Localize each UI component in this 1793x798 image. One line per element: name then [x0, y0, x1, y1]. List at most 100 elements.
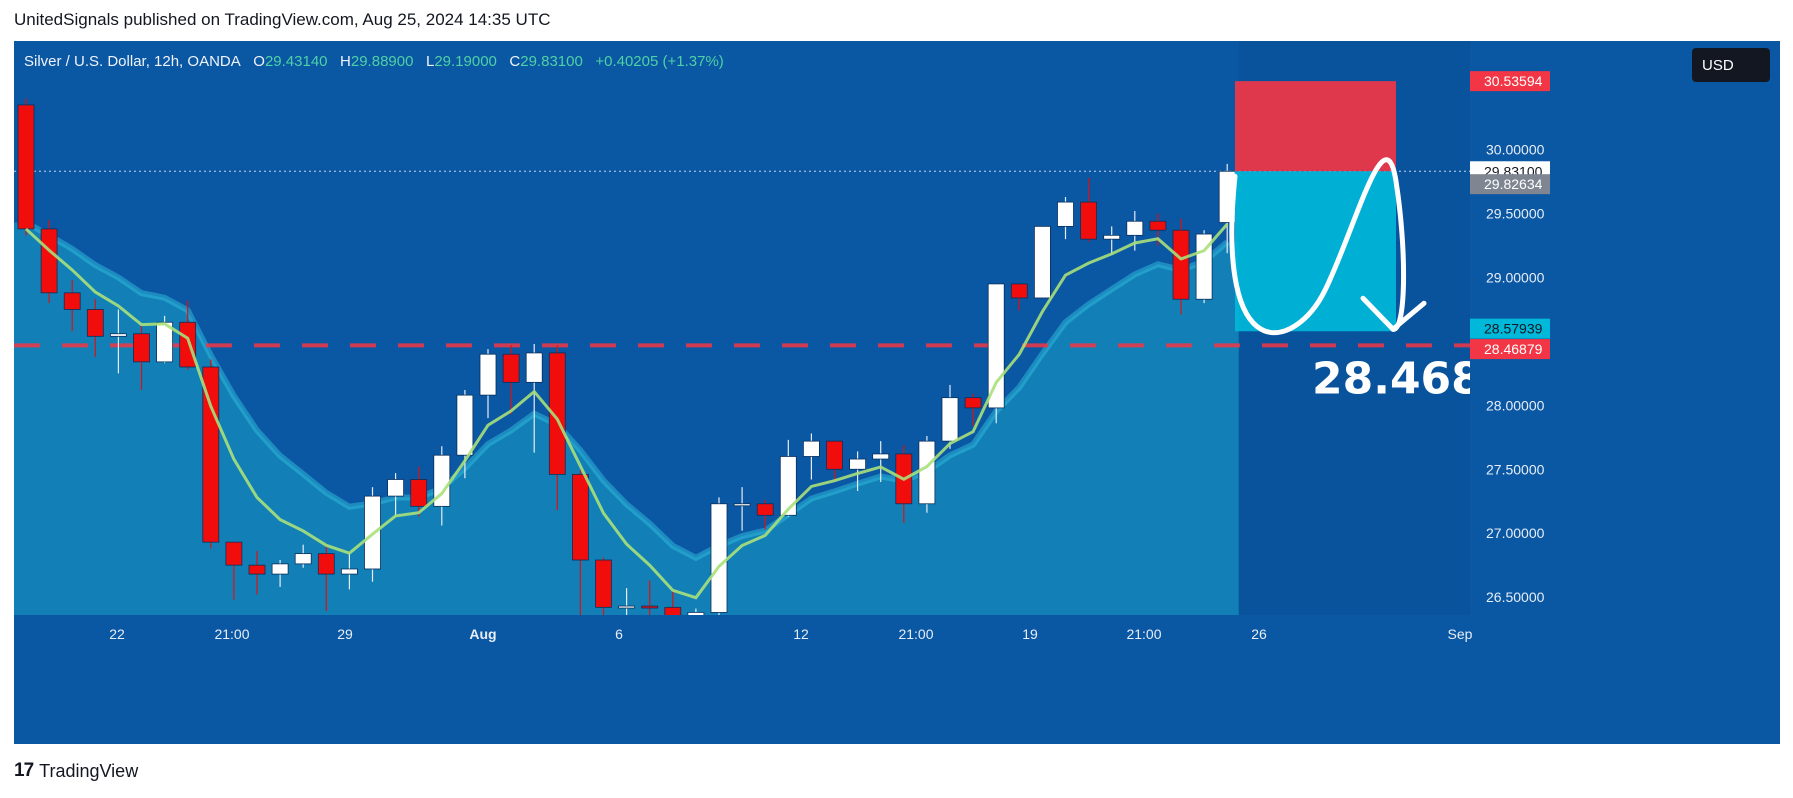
time-tick-label: 12: [793, 626, 809, 642]
candle-up: [156, 321, 174, 363]
candle-up: [525, 352, 543, 383]
price-tick-label: 27.50000: [1486, 461, 1545, 477]
time-tick-label: 21:00: [214, 626, 249, 642]
candle-up: [1103, 234, 1121, 240]
candle-down: [1149, 220, 1167, 231]
candle-down: [595, 559, 612, 608]
time-tick-label: 26: [1251, 626, 1267, 642]
candle-down: [572, 473, 589, 561]
price-tick-label: 29.50000: [1486, 206, 1545, 222]
trade-setup: 28.468: [1229, 81, 1482, 405]
candle-down: [502, 353, 520, 383]
candle-down: [548, 352, 566, 475]
target-annotation: 28.468: [1312, 354, 1482, 405]
candle-up: [618, 605, 635, 609]
candle-down: [964, 397, 982, 409]
price-tick-label: 28.00000: [1486, 397, 1545, 413]
ema-price-tag-bg: [1470, 174, 1550, 195]
candle-up: [733, 503, 751, 507]
price-tick-label: 27.00000: [1486, 525, 1545, 541]
candle-up: [918, 440, 936, 505]
candle-up: [294, 553, 312, 565]
ema-price-tag: 29.82634: [1484, 176, 1543, 192]
symbol-name: Silver / U.S. Dollar, 12h, OANDA: [24, 53, 241, 70]
candle-down: [317, 553, 335, 575]
time-tick-label: Sep: [1448, 626, 1473, 642]
open-label: O: [253, 53, 265, 70]
ema-path: [24, 223, 1229, 600]
candle-up: [872, 453, 890, 460]
candle-up: [110, 333, 127, 337]
candle-up: [1195, 233, 1213, 300]
time-tick-label: 6: [615, 626, 623, 642]
chart-pane[interactable]: 28.468 30.00000 29.50000 29.00000 28.00000 2…: [14, 41, 1780, 744]
high-label: H: [340, 53, 351, 70]
candle-down: [17, 104, 35, 230]
candle-down: [410, 479, 428, 507]
change-value: +0.40205 (+1.37%): [595, 53, 724, 70]
candle-down: [1010, 283, 1028, 299]
candle-up: [340, 568, 358, 575]
support-level-line: [14, 170, 1470, 348]
close-label: C: [509, 53, 521, 70]
price-axis: 30.00000 29.50000 29.00000 28.00000 27.50000…: [1470, 41, 1780, 665]
stop-price-tag: 30.53594: [1484, 73, 1543, 89]
candle-down: [641, 605, 659, 609]
candle-down: [202, 366, 220, 543]
price-tick-label: 30.00000: [1486, 142, 1545, 158]
candle-down: [63, 292, 81, 310]
publish-caption: UnitedSignals published on TradingView.c…: [14, 10, 551, 29]
time-axis-bg: [14, 615, 1780, 744]
band-line: [24, 219, 1230, 562]
band-fill: [14, 222, 1239, 615]
candle-up: [1057, 201, 1074, 227]
band-line-path: [24, 219, 1230, 562]
ema-line: [24, 223, 1229, 600]
candle-down: [826, 440, 843, 470]
candle-down: [133, 333, 150, 363]
candle-up: [710, 503, 728, 613]
close-value: 29.83100: [520, 53, 583, 70]
stop-loss-zone: [1235, 81, 1396, 172]
low-label: L: [425, 53, 435, 70]
candle-down: [40, 228, 58, 294]
candle-up: [479, 353, 497, 396]
symbol-legend: Silver / U.S. Dollar, 12h, OANDA O29.431…: [24, 53, 724, 70]
candle-down: [248, 564, 266, 575]
time-tick-label: 21:00: [1126, 626, 1161, 642]
stop-price-tag-bg: [1470, 71, 1550, 92]
footer-brand: TradingView: [39, 760, 139, 781]
candle-down: [86, 309, 104, 337]
price-tick-label: 29.00000: [1486, 270, 1545, 286]
candle-down: [1172, 229, 1190, 300]
candle-up: [987, 283, 1005, 409]
high-value: 29.88900: [350, 53, 414, 70]
candle-up: [1034, 225, 1051, 299]
candle-up: [849, 458, 866, 470]
candle-down: [1080, 201, 1097, 240]
target-price-tag: 28.57939: [1484, 321, 1543, 337]
candle-down: [756, 503, 774, 516]
footer: 17 TradingView: [14, 760, 138, 782]
candle-up: [456, 394, 474, 456]
open-value: 29.43140: [264, 53, 328, 70]
price-tick-label: 26.50000: [1486, 589, 1545, 605]
tradingview-logo-icon: 17: [14, 760, 34, 781]
time-tick-label: 19: [1022, 626, 1038, 642]
candle-down: [225, 541, 243, 566]
candle-up: [271, 563, 289, 575]
time-tick-label: 22: [109, 626, 125, 642]
target-price-tag-bg: [1470, 318, 1550, 339]
candle-up: [941, 397, 959, 442]
candle-up: [803, 440, 820, 457]
candle-up: [387, 479, 405, 497]
price-chart[interactable]: 28.468 30.00000 29.50000 29.00000 28.00000 2…: [14, 41, 1780, 744]
projection-path: [1229, 157, 1407, 336]
candle-up: [1126, 220, 1144, 236]
candle-down: [179, 321, 197, 368]
candle-up: [779, 456, 797, 516]
time-tick-label: 21:00: [898, 626, 933, 642]
currency-button[interactable]: USD: [1692, 48, 1770, 82]
support-price-tag-bg: [1470, 339, 1550, 360]
support-price-tag: 28.46879: [1484, 341, 1543, 357]
